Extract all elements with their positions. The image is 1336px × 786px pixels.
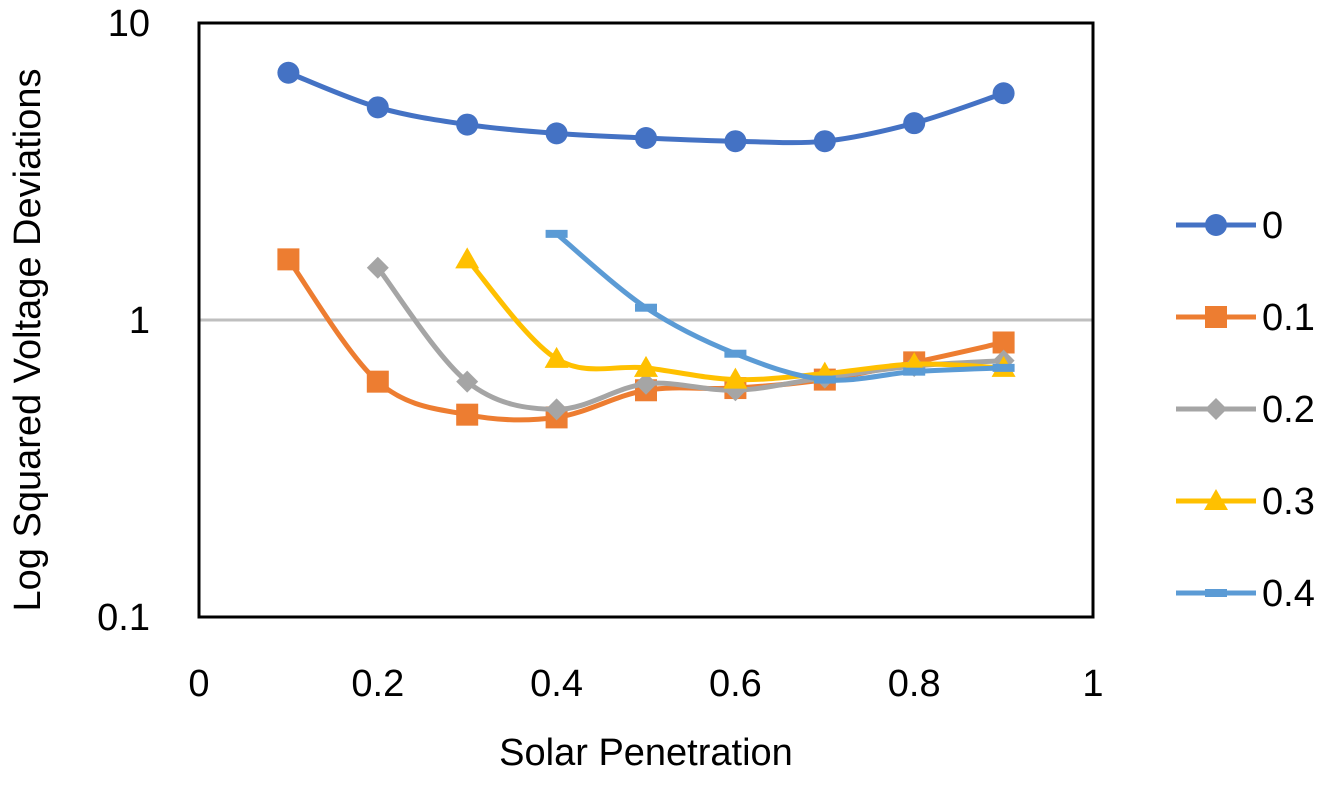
data-point-marker (635, 127, 657, 150)
data-point-marker (544, 346, 569, 368)
series-0.3 (455, 247, 1016, 389)
data-point-marker (992, 363, 1015, 372)
series-0 (277, 61, 1015, 153)
data-point-marker (277, 248, 300, 271)
legend-marker (1205, 306, 1227, 328)
legend-marker (1205, 214, 1227, 236)
legend: 0 0.1 0.2 0.3 0.4 (1176, 205, 1315, 615)
legend-item: 0.4 (1176, 573, 1315, 615)
legend-label: 0.1 (1262, 297, 1315, 339)
data-point-marker (635, 372, 657, 395)
legend-label: 0.4 (1262, 573, 1315, 615)
series-0.4 (545, 229, 1015, 384)
data-point-marker (366, 96, 389, 119)
legend-label: 0 (1262, 205, 1283, 247)
data-point-marker (903, 112, 926, 135)
legend-label: 0.2 (1262, 389, 1315, 431)
x-tick-label: 0.4 (530, 663, 583, 705)
y-tick-label: 10 (108, 3, 150, 45)
legend-marker (1205, 589, 1227, 597)
series-layer (277, 61, 1016, 429)
series-0.2 (366, 256, 1015, 421)
data-point-marker (724, 349, 747, 358)
data-point-marker (723, 367, 748, 389)
data-point-marker (992, 82, 1015, 105)
data-point-marker (634, 355, 658, 377)
data-point-marker (813, 130, 836, 153)
x-axis-ticks: 0 0.2 0.4 0.6 0.8 1 (188, 663, 1103, 705)
legend-item: 0.3 (1176, 481, 1315, 523)
data-point-marker (455, 247, 480, 269)
data-point-marker (635, 303, 657, 312)
y-tick-label: 0.1 (97, 597, 150, 639)
legend-item: 0.2 (1176, 389, 1315, 431)
x-tick-label: 0.6 (709, 663, 762, 705)
x-tick-label: 0.8 (888, 663, 941, 705)
data-point-marker (545, 398, 568, 421)
y-tick-label: 1 (129, 300, 150, 342)
x-tick-label: 0.2 (351, 663, 404, 705)
data-point-marker (903, 367, 926, 376)
legend-item: 0.1 (1176, 297, 1315, 339)
legend-marker (1204, 489, 1228, 510)
data-point-marker (277, 61, 300, 84)
legend-label: 0.3 (1262, 481, 1315, 523)
data-point-marker (813, 375, 836, 384)
x-axis-label: Solar Penetration (499, 732, 793, 774)
legend-marker (1205, 398, 1227, 420)
data-point-marker (724, 130, 747, 153)
series-0.1 (277, 248, 1015, 429)
x-tick-label: 1 (1082, 663, 1103, 705)
y-axis-label: Log Squared Voltage Deviations (7, 69, 49, 612)
data-point-marker (992, 331, 1015, 354)
data-point-marker (366, 256, 389, 279)
plot-frame (197, 21, 1095, 619)
data-point-marker (366, 370, 389, 393)
data-point-marker (456, 113, 479, 136)
data-point-marker (545, 122, 568, 145)
y-axis-ticks: 0.1 1 10 (97, 3, 150, 639)
data-point-marker (456, 403, 479, 426)
data-point-marker (456, 370, 479, 393)
x-tick-label: 0 (188, 663, 209, 705)
legend-item: 0 (1176, 205, 1283, 247)
data-point-marker (545, 229, 568, 238)
